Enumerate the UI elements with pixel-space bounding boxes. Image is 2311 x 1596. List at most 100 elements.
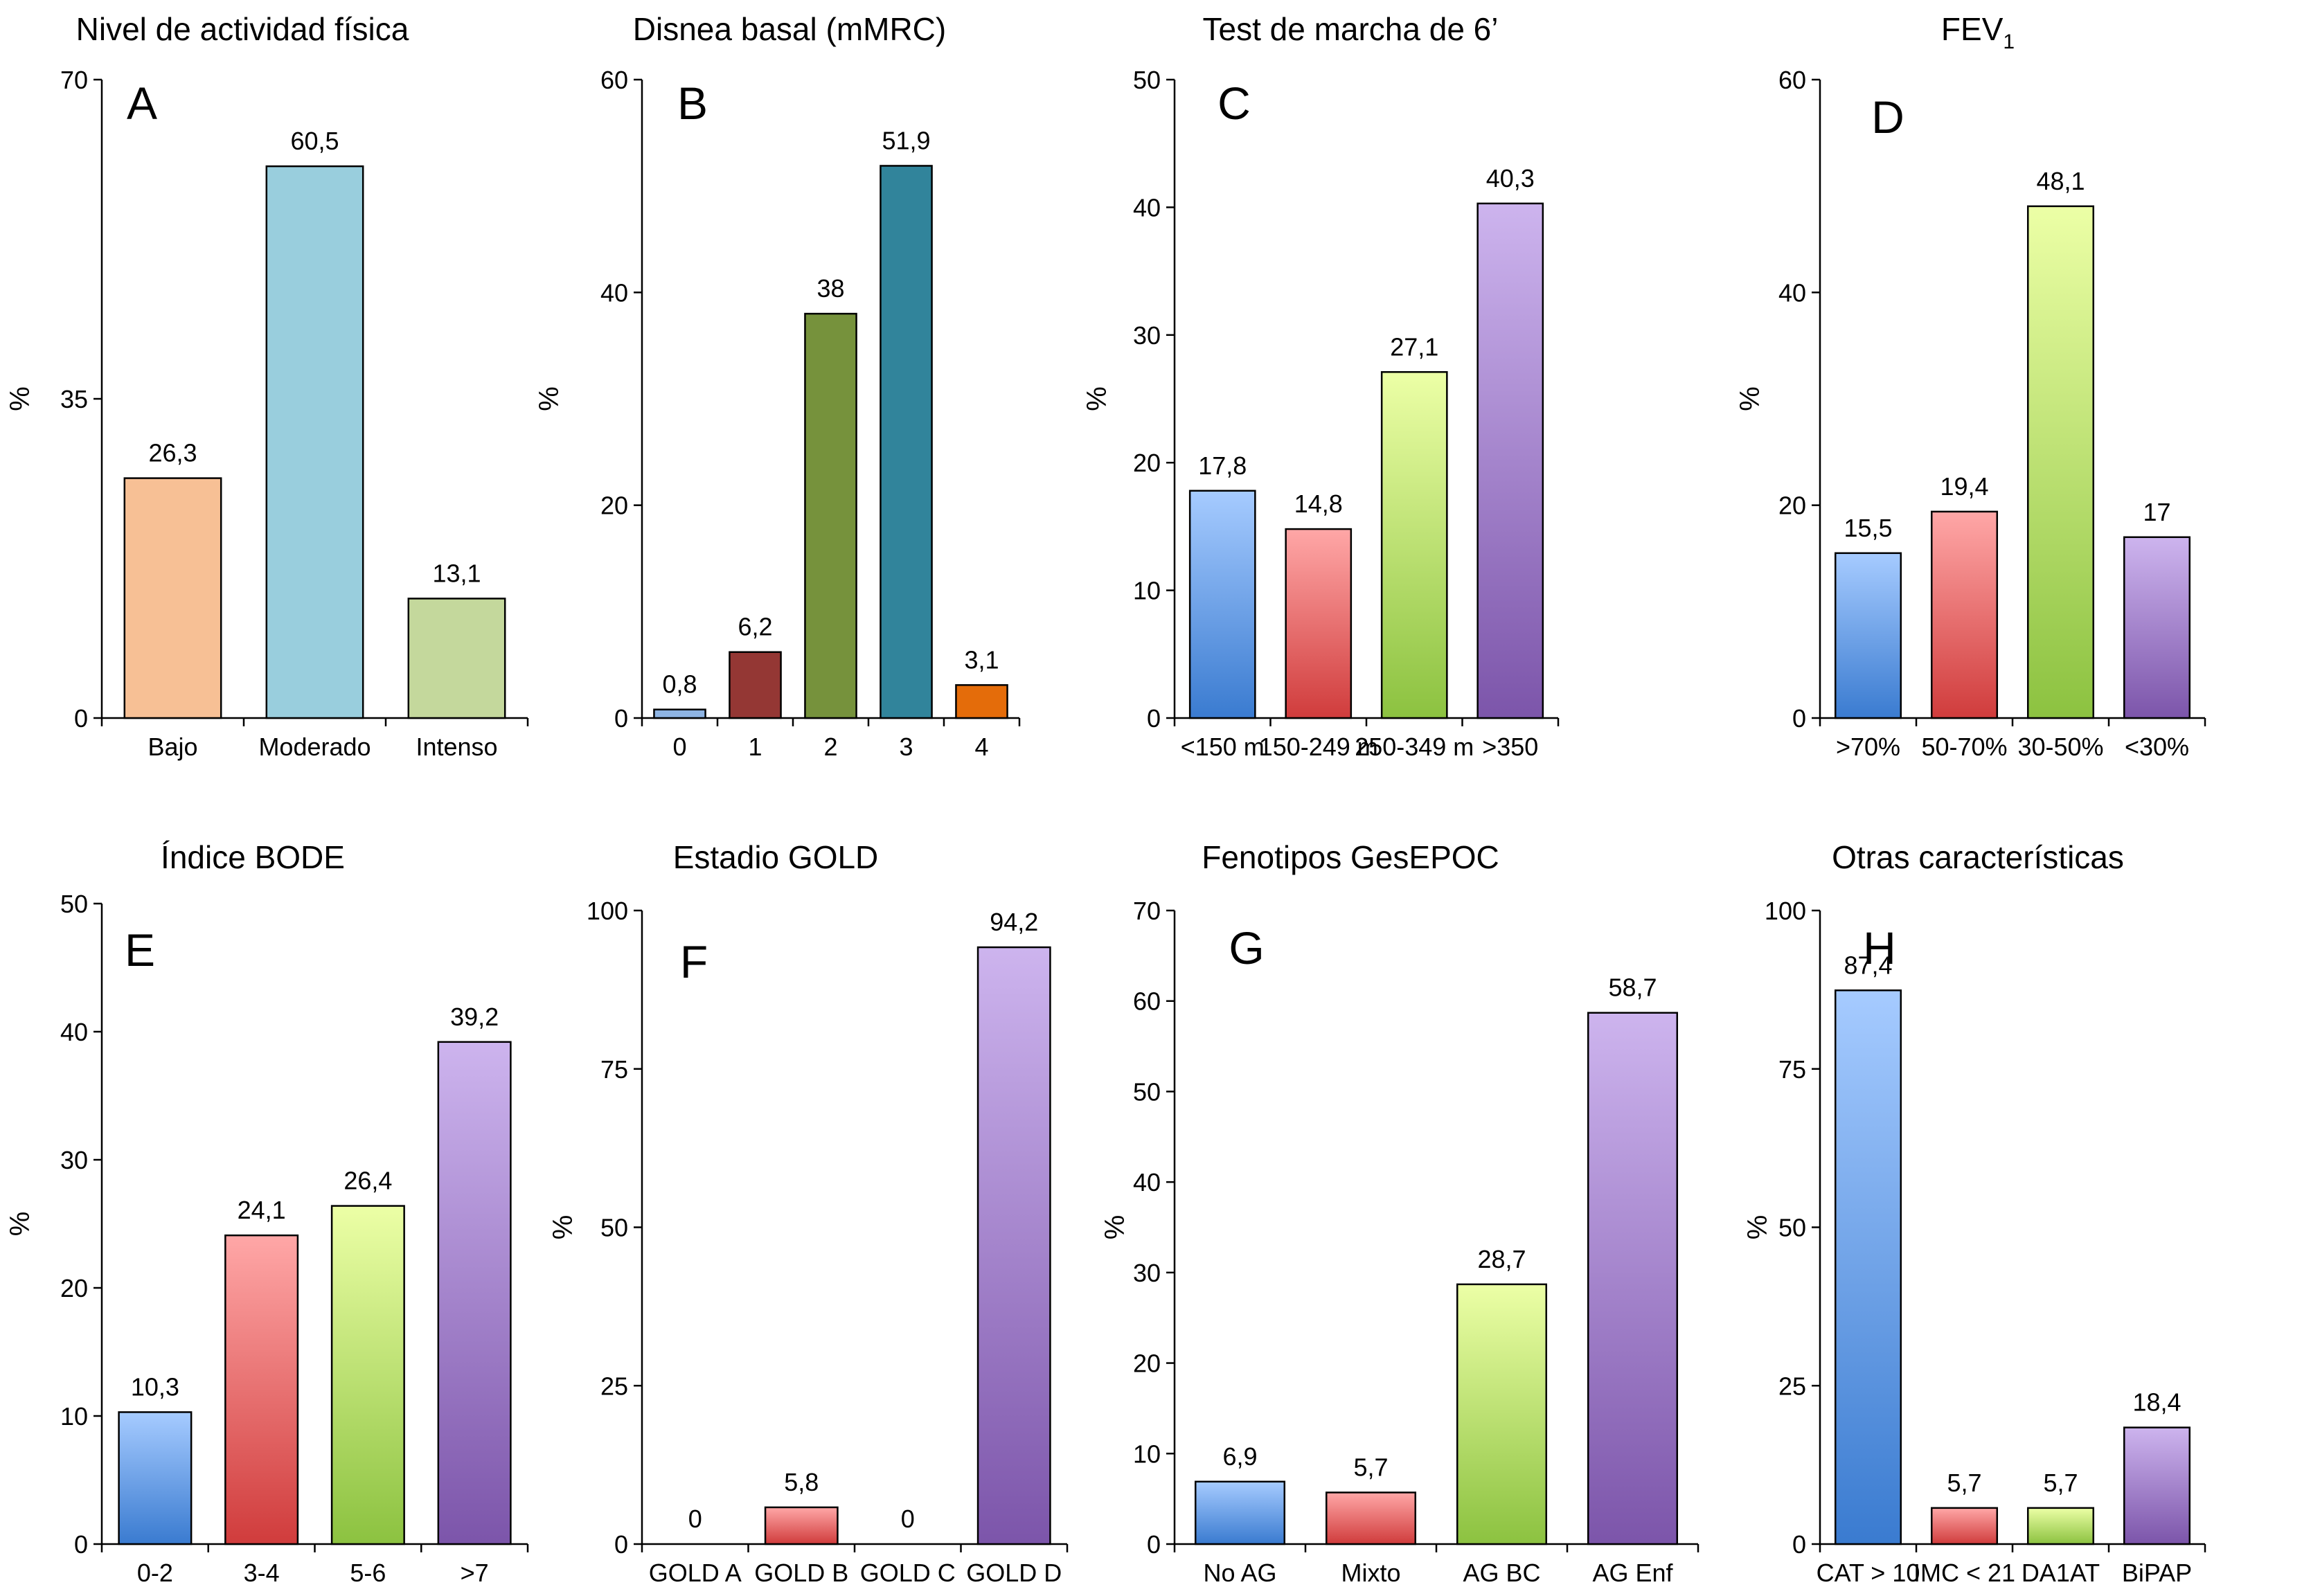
x-tick-label: 2 bbox=[823, 733, 837, 761]
chart-title-subscript: 1 bbox=[2003, 30, 2015, 53]
bar bbox=[224, 1234, 299, 1545]
bar bbox=[1834, 552, 1902, 719]
x-tick-label: Bajo bbox=[148, 733, 197, 761]
data-label: 28,7 bbox=[1477, 1245, 1526, 1273]
y-tick-label: 25 bbox=[600, 1372, 628, 1400]
data-label: 5,8 bbox=[784, 1468, 819, 1496]
chart-title: Estadio GOLD bbox=[673, 839, 879, 875]
bar bbox=[1930, 510, 1999, 719]
chart-title: Nivel de actividad física bbox=[76, 11, 409, 47]
y-tick-label: 30 bbox=[1133, 1259, 1161, 1287]
data-label: 17,8 bbox=[1198, 451, 1247, 480]
bar bbox=[2026, 205, 2095, 719]
y-axis-label: % bbox=[1742, 1215, 1773, 1240]
y-tick-label: 50 bbox=[60, 890, 88, 918]
data-label: 87,4 bbox=[1844, 951, 1892, 979]
bar bbox=[1380, 371, 1448, 719]
y-tick-label: 60 bbox=[1133, 987, 1161, 1016]
chart-panel-B: Disnea basal (mMRC) B% 0 20 40 60 0,8 0 6,2 1 38 2 5… bbox=[534, 11, 1021, 761]
data-label: 0 bbox=[688, 1505, 702, 1533]
x-tick-label: CAT > 10 bbox=[1817, 1559, 1920, 1587]
bar bbox=[437, 1041, 512, 1545]
y-tick-label: 10 bbox=[1133, 577, 1161, 605]
y-tick-label: 0 bbox=[1147, 1530, 1161, 1559]
x-tick-label: 3 bbox=[899, 733, 913, 761]
y-tick-label: 0 bbox=[1147, 704, 1161, 733]
data-label: 51,9 bbox=[882, 126, 930, 154]
data-label: 15,5 bbox=[1844, 514, 1892, 542]
x-tick-label: Moderado bbox=[258, 733, 371, 761]
data-label: 10,3 bbox=[131, 1372, 179, 1401]
x-tick-label: <150 m bbox=[1181, 733, 1265, 761]
x-tick-label: >7 bbox=[461, 1559, 489, 1587]
data-label: 60,5 bbox=[290, 127, 339, 155]
y-tick-label: 35 bbox=[60, 385, 88, 413]
y-tick-label: 25 bbox=[1778, 1372, 1806, 1400]
y-tick-label: 75 bbox=[600, 1055, 628, 1084]
y-tick-label: 50 bbox=[1133, 66, 1161, 94]
data-label: 5,7 bbox=[1947, 1469, 1981, 1497]
chart-title: Fenotipos GesEPOC bbox=[1202, 839, 1499, 875]
y-axis-label: % bbox=[534, 386, 564, 411]
y-axis-label: % bbox=[5, 1212, 35, 1237]
bar bbox=[764, 1506, 839, 1545]
data-label: 14,8 bbox=[1294, 490, 1343, 518]
bar bbox=[1456, 1283, 1548, 1545]
data-label: 18,4 bbox=[2132, 1388, 2181, 1417]
bar bbox=[729, 651, 782, 719]
x-tick-label: GOLD B bbox=[754, 1559, 848, 1587]
data-label: 19,4 bbox=[1940, 472, 1988, 501]
y-tick-label: 20 bbox=[1778, 492, 1806, 520]
x-tick-label: 30-50% bbox=[2017, 733, 2103, 761]
y-axis-label: % bbox=[1082, 386, 1112, 411]
bar bbox=[1834, 989, 1902, 1545]
data-label: 26,3 bbox=[148, 439, 197, 467]
data-label: 3,1 bbox=[964, 645, 999, 674]
y-tick-label: 100 bbox=[1765, 897, 1806, 925]
bar bbox=[976, 946, 1051, 1545]
y-tick-label: 50 bbox=[1133, 1077, 1161, 1106]
data-label: 38 bbox=[817, 274, 844, 303]
y-tick-label: 20 bbox=[1133, 1350, 1161, 1378]
data-label: 13,1 bbox=[432, 559, 481, 587]
y-tick-label: 70 bbox=[60, 66, 88, 94]
chart-panel-E: Índice BODE E% 0 10 20 30 40 50 10,3 0-2 24,1 3-4 26… bbox=[5, 839, 529, 1587]
y-tick-label: 100 bbox=[587, 897, 628, 925]
x-tick-label: Mixto bbox=[1341, 1559, 1400, 1587]
x-tick-label: >350 bbox=[1482, 733, 1538, 761]
chart-panel-C: Test de marcha de 6’ C% 0 10 20 30 40 50 17,8 <15… bbox=[1082, 11, 1560, 761]
x-tick-label: 1 bbox=[748, 733, 762, 761]
x-tick-label: 0 bbox=[672, 733, 686, 761]
y-tick-label: 40 bbox=[1778, 278, 1806, 307]
chart-panel-H: Otras características H% 0 25 50 75 100 87,4 CAT… bbox=[1742, 839, 2206, 1587]
x-tick-label: >70% bbox=[1836, 733, 1900, 761]
data-label: 39,2 bbox=[450, 1003, 499, 1031]
x-tick-label: IMC < 21 bbox=[1913, 1559, 2015, 1587]
panel-label: B bbox=[677, 78, 708, 129]
x-tick-label: BiPAP bbox=[2122, 1559, 2192, 1587]
chart-panel-F: Estadio GOLD F% 0 25 50 75 100 0 GOLD A 5,8 GOLD B… bbox=[548, 839, 1069, 1587]
y-tick-label: 0 bbox=[1792, 1530, 1806, 1559]
x-tick-label: 150-249 m bbox=[1259, 733, 1378, 761]
data-label: 17 bbox=[2143, 498, 2170, 526]
bar bbox=[1930, 1507, 1999, 1545]
y-tick-label: 10 bbox=[60, 1402, 88, 1431]
bar bbox=[804, 312, 857, 719]
y-tick-label: 70 bbox=[1133, 897, 1161, 925]
bar bbox=[1587, 1012, 1679, 1545]
y-tick-label: 20 bbox=[1133, 449, 1161, 477]
y-axis-label: % bbox=[548, 1215, 578, 1240]
y-tick-label: 60 bbox=[600, 66, 628, 94]
x-tick-label: 3-4 bbox=[244, 1559, 280, 1587]
x-tick-label: GOLD C bbox=[860, 1559, 956, 1587]
bar bbox=[1325, 1491, 1417, 1545]
bar bbox=[2123, 1426, 2191, 1545]
x-tick-label: <30% bbox=[2125, 733, 2189, 761]
bar bbox=[1188, 490, 1256, 719]
x-tick-label: AG Enf bbox=[1592, 1559, 1673, 1587]
y-tick-label: 0 bbox=[614, 704, 628, 733]
x-tick-label: No AG bbox=[1203, 1559, 1276, 1587]
y-tick-label: 0 bbox=[74, 1530, 88, 1559]
data-label: 58,7 bbox=[1608, 974, 1657, 1002]
